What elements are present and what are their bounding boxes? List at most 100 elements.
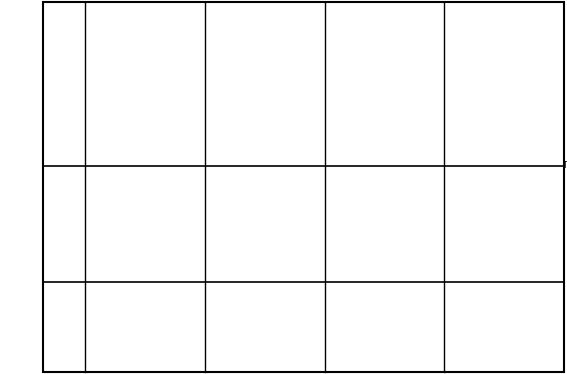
Text: VOLTAGE
or CURRENT: VOLTAGE or CURRENT <box>444 89 455 121</box>
Text: Low voltage: Low voltage <box>107 303 153 312</box>
Text: RTD: RTD <box>252 7 278 20</box>
Text: ■: ■ <box>92 347 99 356</box>
Text: ■: ■ <box>92 254 99 263</box>
Text: V: V <box>100 46 105 55</box>
Text: Non-linear: Non-linear <box>107 289 147 298</box>
Text: ■: ■ <box>92 318 99 327</box>
Text: ■: ■ <box>451 303 459 312</box>
Text: R: R <box>340 46 345 55</box>
Polygon shape <box>351 50 435 160</box>
Text: ■: ■ <box>332 289 339 298</box>
Text: RESISTANCE: RESISTANCE <box>207 89 212 121</box>
Text: Wide variety: Wide variety <box>107 239 155 248</box>
Text: TEMPERATURE: TEMPERATURE <box>370 183 415 188</box>
Text: ■: ■ <box>332 176 339 185</box>
Text: R: R <box>220 46 225 55</box>
Text: ■: ■ <box>451 289 459 298</box>
Text: ■: ■ <box>451 318 459 327</box>
Text: ■: ■ <box>212 205 219 214</box>
Text: ■: ■ <box>451 333 459 342</box>
Text: measurement: measurement <box>346 247 404 256</box>
Text: ■: ■ <box>212 289 219 298</box>
Text: Inexpensive: Inexpensive <box>466 234 512 243</box>
Text: ■: ■ <box>92 191 99 200</box>
Text: Current source: Current source <box>226 303 283 312</box>
Text: ■: ■ <box>92 289 99 298</box>
Text: ■: ■ <box>92 333 99 342</box>
Text: I. C. Sensor: I. C. Sensor <box>466 7 543 20</box>
Text: Disadvantages: Disadvantages <box>59 287 69 368</box>
Text: required: required <box>226 310 264 319</box>
Text: ■: ■ <box>451 234 459 243</box>
Text: T: T <box>204 162 208 171</box>
Text: Small Δ R: Small Δ R <box>226 318 263 327</box>
Polygon shape <box>111 74 195 160</box>
Text: required: required <box>466 310 503 319</box>
Text: ■: ■ <box>212 176 219 185</box>
Text: Self-heating: Self-heating <box>226 347 273 356</box>
Text: Self-powered: Self-powered <box>107 176 156 185</box>
Text: Slow: Slow <box>466 318 484 327</box>
Text: ■: ■ <box>451 205 459 214</box>
Text: High output: High output <box>346 176 392 185</box>
Text: Most linear: Most linear <box>466 176 509 185</box>
Text: ■: ■ <box>92 303 99 312</box>
Text: Low absolute: Low absolute <box>226 333 277 342</box>
Text: TEMPERATURE: TEMPERATURE <box>251 183 295 188</box>
Text: TEMPERATURE: TEMPERATURE <box>490 183 535 188</box>
Text: Fast: Fast <box>346 205 362 214</box>
Polygon shape <box>471 50 555 160</box>
Text: Wide temperature: Wide temperature <box>107 254 176 263</box>
Text: Inexpensive: Inexpensive <box>107 223 153 232</box>
Text: ■: ■ <box>332 205 339 214</box>
Text: ■: ■ <box>212 303 219 312</box>
Text: range: range <box>107 261 134 270</box>
Text: Non-linear: Non-linear <box>346 289 386 298</box>
Text: ■: ■ <box>212 347 219 356</box>
Text: Rugged: Rugged <box>107 207 136 216</box>
Text: ■: ■ <box>451 347 459 356</box>
Text: Self-heating: Self-heating <box>346 347 392 356</box>
Text: ■: ■ <box>332 318 339 327</box>
Text: More linear than: More linear than <box>226 234 290 243</box>
Text: Power supply: Power supply <box>466 303 517 312</box>
Polygon shape <box>231 83 315 160</box>
Text: ■: ■ <box>332 347 339 356</box>
Text: thermocouple: thermocouple <box>226 247 284 256</box>
Text: Current source: Current source <box>346 333 403 342</box>
Text: Simple: Simple <box>107 191 133 200</box>
Text: VOLTAGE: VOLTAGE <box>87 93 92 116</box>
Text: required: required <box>346 339 383 348</box>
Text: T: T <box>323 162 328 171</box>
Text: Limited configurations: Limited configurations <box>466 347 552 356</box>
Text: V or I: V or I <box>445 46 465 55</box>
Text: TEMPERATURE: TEMPERATURE <box>131 183 176 188</box>
Text: ■: ■ <box>212 234 219 243</box>
Text: ■: ■ <box>332 234 339 243</box>
Text: Thermocouple: Thermocouple <box>98 7 192 20</box>
Text: ■: ■ <box>212 333 219 342</box>
Text: Two-wire ohms: Two-wire ohms <box>346 234 403 243</box>
Text: Fragile: Fragile <box>346 318 372 327</box>
Text: Most stable: Most stable <box>226 176 271 185</box>
Text: ■: ■ <box>332 333 339 342</box>
Text: ■: ■ <box>92 239 99 248</box>
Text: ■: ■ <box>92 207 99 216</box>
Text: T: T <box>443 162 448 171</box>
Text: Limited temperature: Limited temperature <box>346 303 426 312</box>
Text: ■: ■ <box>92 223 99 232</box>
Text: Advantages: Advantages <box>59 192 69 257</box>
Text: T: T <box>563 162 567 171</box>
Text: Most accurate: Most accurate <box>226 205 281 214</box>
Text: range: range <box>346 310 373 319</box>
Text: Least stable: Least stable <box>107 333 153 342</box>
Text: ■: ■ <box>212 318 219 327</box>
Text: Expensive: Expensive <box>226 289 265 298</box>
Text: resistance: resistance <box>226 339 270 348</box>
Text: Highest output: Highest output <box>466 205 523 214</box>
Text: RESISTANCE: RESISTANCE <box>327 89 332 121</box>
Text: ■: ■ <box>451 176 459 185</box>
Text: Reference required: Reference required <box>107 318 180 327</box>
Text: ■: ■ <box>92 176 99 185</box>
Text: Least sensitive: Least sensitive <box>107 347 164 356</box>
